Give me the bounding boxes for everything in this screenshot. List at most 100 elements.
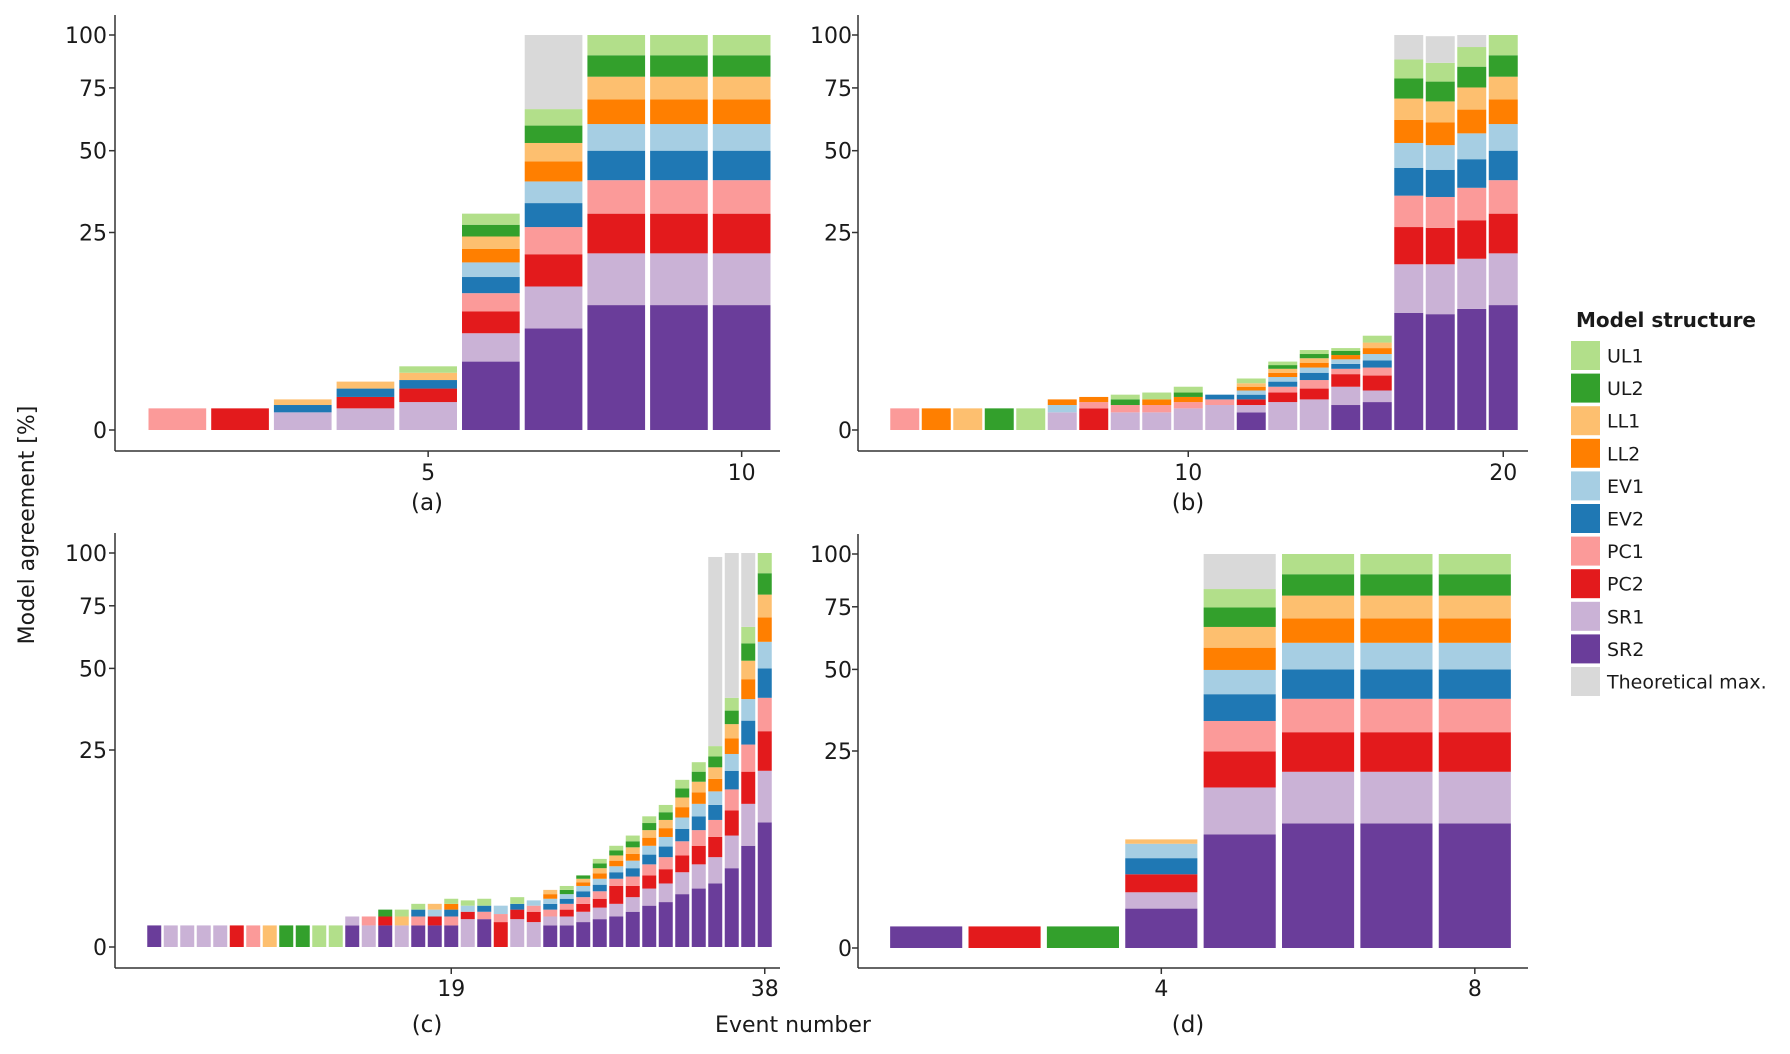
panel-c-bar-36-ll1 xyxy=(724,724,739,739)
panel-b-bar-15-ul1 xyxy=(1331,348,1361,351)
panel-a-bar-6-pc1 xyxy=(462,293,520,312)
panel-c-bar-25-pc1 xyxy=(543,909,558,917)
panel-d-bar-5-ul2 xyxy=(1203,607,1276,627)
panel-b-bar-16-sr2 xyxy=(1362,402,1392,430)
panel-c-bar-36-theoretical-max xyxy=(724,553,739,698)
panel-b-bar-12-sr2 xyxy=(1236,412,1266,430)
panel-c-bar-19-ll2 xyxy=(444,903,459,910)
panel-c-bar-29-ul1 xyxy=(609,845,624,851)
panel-a-bar-5-sr1 xyxy=(399,402,457,430)
panel-c-bar-37-theoretical-max xyxy=(741,553,756,627)
panel-b-bar-20-pc1 xyxy=(1488,180,1518,214)
panel-c-bar-34-ll1 xyxy=(691,781,706,793)
panel-c-bar-15-sr2 xyxy=(378,925,393,947)
panel-c-bar-37-ul1 xyxy=(741,626,756,644)
panel-c-bar-27-ll1 xyxy=(576,878,591,883)
panel-a-bar-6-sr2 xyxy=(462,361,520,430)
panel-b-bar-8-sr1 xyxy=(1110,412,1140,430)
panel-d-bar-4-ll1 xyxy=(1125,839,1198,844)
panel-c-bar-29-ul2 xyxy=(609,850,624,856)
panel-c-bar-33-ev1 xyxy=(675,817,690,829)
panel-b-bar-18-ev2 xyxy=(1425,169,1455,197)
panel-a-bar-5-pc2 xyxy=(399,388,457,403)
panel-c-bar-37-ul2 xyxy=(741,643,756,661)
panel-d-bar-6-sr2 xyxy=(1282,823,1355,948)
panel-c-bar-37-sr1 xyxy=(741,803,756,846)
panel-d-bar-8-ev1 xyxy=(1438,642,1511,670)
panel-d-bar-8-pc2 xyxy=(1438,732,1511,772)
panel-c-bar-36-ul2 xyxy=(724,710,739,725)
panel-d-bar-4-ev2 xyxy=(1125,858,1198,875)
panel-c-bar-28-ul2 xyxy=(592,863,607,869)
panel-c-bar-29-sr1 xyxy=(609,903,624,917)
legend-swatch-pc2 xyxy=(1571,569,1600,599)
panel-a-bar-10-sr1 xyxy=(712,253,771,306)
panel-c-bar-15-ul2 xyxy=(378,909,393,917)
panel-c-bar-28-sr1 xyxy=(592,907,607,920)
panel-c-bar-33-sr1 xyxy=(675,872,690,895)
panel-b-bar-15-ul2 xyxy=(1331,351,1361,356)
panel-c-bar-26-sr2 xyxy=(559,925,574,947)
panel-b-bar-17-pc1 xyxy=(1394,195,1424,228)
panel-b-bar-19-ll1 xyxy=(1457,87,1487,110)
panel-c-bar-2-sr1 xyxy=(163,925,178,947)
panel-c-bar-25-ll1 xyxy=(543,889,558,895)
panel-b-bar-20-sr2 xyxy=(1488,305,1518,430)
panel-c-bar-21-ev2 xyxy=(477,905,492,912)
panel-c-bar-35-ll1 xyxy=(708,767,723,779)
panel-c-bar-27-sr1 xyxy=(576,911,591,923)
panel-c-bar-20-ul1 xyxy=(460,900,475,906)
panel-c-bar-38-sr2 xyxy=(757,822,772,947)
panel-c-bar-33-ev2 xyxy=(675,828,690,842)
panel-c-y-tick-label-25: 25 xyxy=(79,739,107,764)
panel-c-bar-28-pc2 xyxy=(592,898,607,908)
panel-d-bar-6-sr1 xyxy=(1282,771,1355,824)
panel-c-bar-34-ev1 xyxy=(691,803,706,817)
legend-label-ll2: LL2 xyxy=(1607,443,1640,465)
panel-c-bar-29-ll1 xyxy=(609,855,624,861)
panel-d-bar-5-ul1 xyxy=(1203,589,1276,608)
panel-b-bar-14-sr1 xyxy=(1299,399,1329,430)
panel-c-bar-34-ev2 xyxy=(691,816,706,831)
panel-b-bar-14-pc1 xyxy=(1299,380,1329,389)
panel-c-bar-29-sr2 xyxy=(609,916,624,947)
panel-a-bar-5-ll1 xyxy=(399,372,457,381)
panel-b-bar-10-ul2 xyxy=(1173,392,1203,397)
panel-c-bar-34-pc1 xyxy=(691,830,706,846)
panel-b-bar-13-ul1 xyxy=(1268,361,1298,366)
panel-c-bar-36-pc1 xyxy=(724,789,739,811)
panel-b-bar-14-ll1 xyxy=(1299,358,1329,363)
panel-c-bar-33-ll2 xyxy=(675,807,690,818)
panel-c-bar-23-sr1 xyxy=(510,919,525,947)
panel-a-bar-6-sr1 xyxy=(462,333,520,362)
panel-c-bar-24-pc1 xyxy=(526,905,541,912)
panel-d-bar-7-ll1 xyxy=(1360,595,1433,619)
panel-b-bar-12-ev1 xyxy=(1236,390,1266,395)
panel-c-bar-38-pc1 xyxy=(757,697,772,732)
panel-c-bar-37-ev2 xyxy=(741,720,756,745)
panel-a-bar-9-ll1 xyxy=(650,76,708,100)
panel-b-bar-15-ev1 xyxy=(1331,359,1361,364)
panel-a-x-tick-label-10: 10 xyxy=(728,461,756,486)
panel-b-bar-16-pc1 xyxy=(1362,367,1392,376)
panel-d-bar-5-ll1 xyxy=(1203,626,1276,648)
panel-a-x-tick-label-5: 5 xyxy=(421,461,435,486)
panel-c-bar-12-ul1 xyxy=(328,925,343,947)
panel-c-bar-38-ll2 xyxy=(757,617,772,642)
panel-b-y-tick-label-75: 75 xyxy=(824,77,852,102)
panel-c-bar-34-ul1 xyxy=(691,762,706,772)
panel-a-bar-6-ev1 xyxy=(462,262,520,278)
panel-c-bar-6-pc2 xyxy=(229,925,244,947)
panel-b-bar-15-pc1 xyxy=(1331,368,1361,375)
legend-label-pc2: PC2 xyxy=(1607,574,1644,596)
panel-b-bar-19-ul1 xyxy=(1457,47,1487,67)
panel-c-bar-33-ll1 xyxy=(675,797,690,808)
panel-c-bar-21-ul1 xyxy=(477,898,492,906)
panel-c-bar-25-ll2 xyxy=(543,894,558,899)
panel-c: 0 25 50 75 100 19 38 xyxy=(65,533,780,1002)
panel-c-bar-38-ll1 xyxy=(757,594,772,618)
panel-a-bar-6-ll2 xyxy=(462,248,520,263)
panel-c-bar-26-pc1 xyxy=(559,903,574,910)
panel-c-bar-35-ul1 xyxy=(708,746,723,757)
panel-a-bar-8-ll1 xyxy=(587,76,646,100)
